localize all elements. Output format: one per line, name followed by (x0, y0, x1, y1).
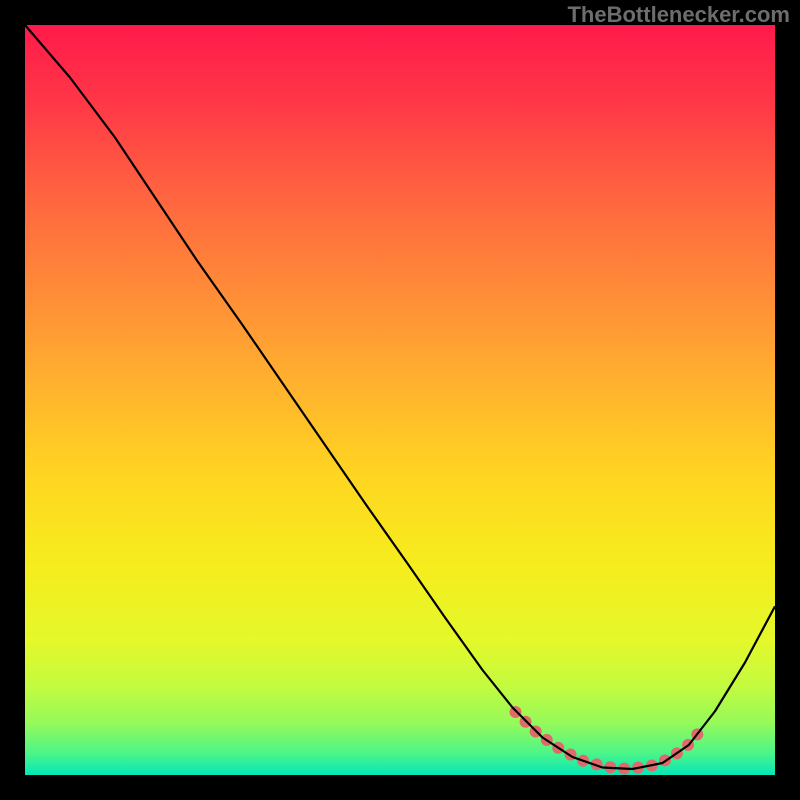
gradient-background (25, 25, 775, 775)
plot-area (25, 25, 775, 775)
chart-container: TheBottlenecker.com (0, 0, 800, 800)
watermark-text: TheBottlenecker.com (567, 2, 790, 28)
plot-svg (25, 25, 775, 775)
